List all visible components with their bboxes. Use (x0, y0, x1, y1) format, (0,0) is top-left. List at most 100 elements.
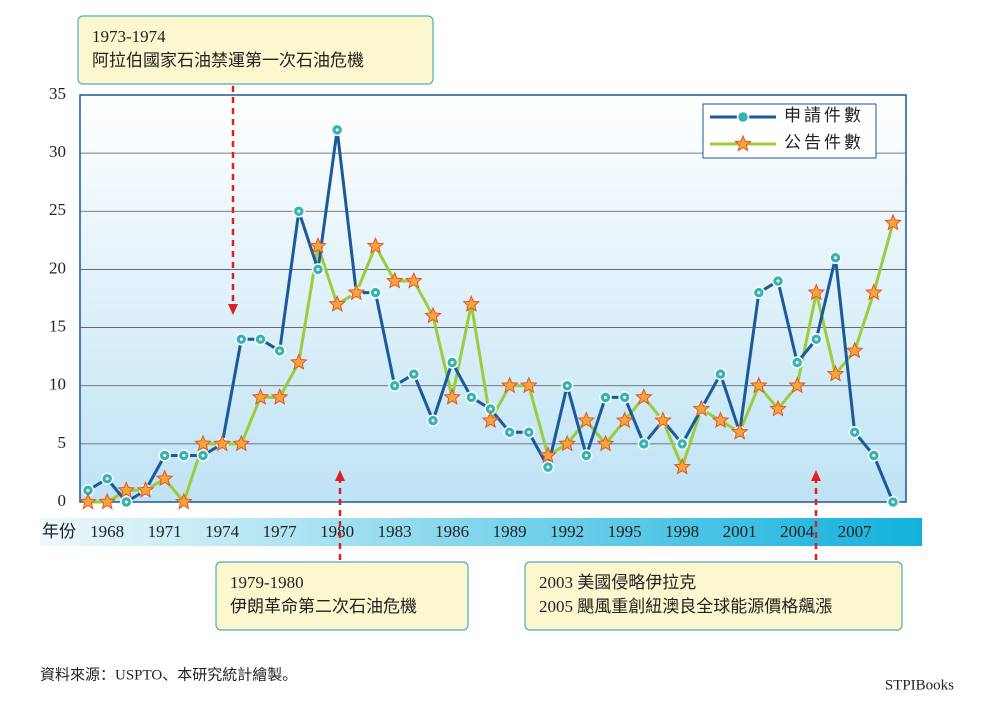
star-marker (481, 411, 500, 429)
circle-marker-center (182, 453, 186, 457)
star-marker (251, 387, 270, 405)
plot-area (79, 94, 907, 503)
circle-marker-center (584, 453, 588, 457)
circle-marker-center (393, 384, 397, 388)
star-marker (213, 434, 232, 452)
star-marker (98, 492, 117, 510)
circle-marker-center (469, 395, 473, 399)
y-tick-label: 20 (49, 258, 66, 277)
circle-marker-center (795, 360, 799, 364)
circle-marker-center (891, 500, 895, 504)
circle-marker-center (489, 407, 492, 411)
x-tick-label: 1995 (608, 522, 642, 541)
circle-marker-center (86, 488, 90, 492)
star-marker (117, 481, 136, 498)
star-marker (807, 283, 826, 301)
x-tick-label: 1986 (435, 522, 469, 541)
star-marker (404, 271, 423, 289)
star-marker (136, 481, 155, 498)
circle-marker-center (335, 128, 339, 132)
star-marker (654, 411, 672, 429)
x-tick-label: 1974 (205, 522, 240, 541)
x-tick-label: 1989 (493, 522, 527, 541)
x-tick-label: 1998 (665, 522, 699, 541)
circle-marker-center (450, 360, 454, 364)
legend-label: 申請件數 (784, 106, 864, 125)
x-tick-label: 1983 (378, 522, 412, 541)
star-marker (328, 294, 347, 312)
circle-marker-center (508, 430, 512, 434)
circle-marker-center (278, 349, 282, 353)
circle-marker-center (431, 419, 435, 423)
circle-marker-center (776, 279, 780, 283)
star-marker (634, 387, 653, 405)
y-tick-label: 15 (49, 316, 66, 335)
star-marker (788, 376, 807, 394)
circle-marker-center (259, 337, 262, 341)
star-marker (884, 213, 902, 231)
legend-label: 公告件數 (784, 133, 864, 152)
circle-marker-center (872, 453, 876, 457)
star-marker (673, 457, 692, 475)
star-marker (270, 387, 289, 405)
annotation-arrowhead (811, 470, 821, 481)
circle-marker-center (757, 291, 761, 295)
circle-marker-center (163, 453, 167, 457)
circle-marker-center (680, 442, 684, 446)
star-marker (711, 411, 730, 429)
watermark: STPIBooks (885, 677, 954, 693)
circle-marker-center (527, 430, 531, 434)
y-tick-label: 0 (58, 491, 67, 510)
circle-marker-center (623, 395, 627, 399)
circle-marker-center (374, 291, 377, 295)
annotation-text: 1973-1974 (92, 27, 166, 46)
circle-marker-center (834, 256, 837, 260)
star-marker (309, 236, 327, 254)
star-marker (424, 306, 442, 324)
x-axis-label: 年份 (42, 522, 76, 541)
star-marker (692, 399, 711, 417)
star-marker (462, 294, 481, 312)
x-tick-label: 1968 (90, 522, 124, 541)
star-marker (539, 446, 557, 464)
star-marker (79, 492, 97, 510)
star-marker (749, 376, 768, 394)
star-marker (366, 236, 385, 254)
legend-circle (736, 110, 750, 124)
annotation-box (524, 561, 903, 631)
x-tick-label: 2007 (838, 522, 873, 541)
star-marker (385, 271, 404, 289)
star-marker (347, 283, 366, 301)
star-marker (826, 364, 845, 382)
annotation-box (215, 561, 469, 631)
source: 資料來源：USPTO、本研究統計繪製。 (40, 665, 297, 683)
star-marker (558, 434, 577, 452)
annotation-text: 2003 美國侵略伊拉克 (539, 573, 696, 592)
circle-marker-center (565, 384, 569, 388)
star-marker (174, 492, 193, 510)
x-axis-band (40, 518, 922, 546)
circle-marker-center (604, 395, 607, 399)
annotation-text: 1979-1980 (230, 573, 304, 592)
annotation-text: 2005 颶風重創紐澳良全球能源價格飆漲 (539, 597, 832, 616)
annotation-arrowhead (228, 304, 238, 315)
circle-marker-center (853, 430, 857, 434)
x-tick-label: 1971 (148, 522, 182, 541)
circle-marker-center (316, 267, 320, 271)
annotation-arrowhead (335, 470, 345, 481)
circle-marker-center (124, 500, 128, 504)
star-marker (232, 434, 251, 452)
x-tick-label: 1992 (550, 522, 584, 541)
x-tick-label: 1980 (320, 522, 354, 541)
star-marker (577, 411, 596, 429)
star-marker (194, 434, 212, 452)
circle-marker-center (412, 372, 416, 376)
y-tick-label: 25 (49, 200, 66, 219)
y-tick-label: 10 (49, 375, 66, 394)
y-tick-label: 5 (58, 433, 67, 452)
circle-marker-center (239, 337, 243, 341)
star-marker (500, 376, 519, 394)
legend-star (734, 134, 752, 152)
star-marker (615, 411, 634, 429)
